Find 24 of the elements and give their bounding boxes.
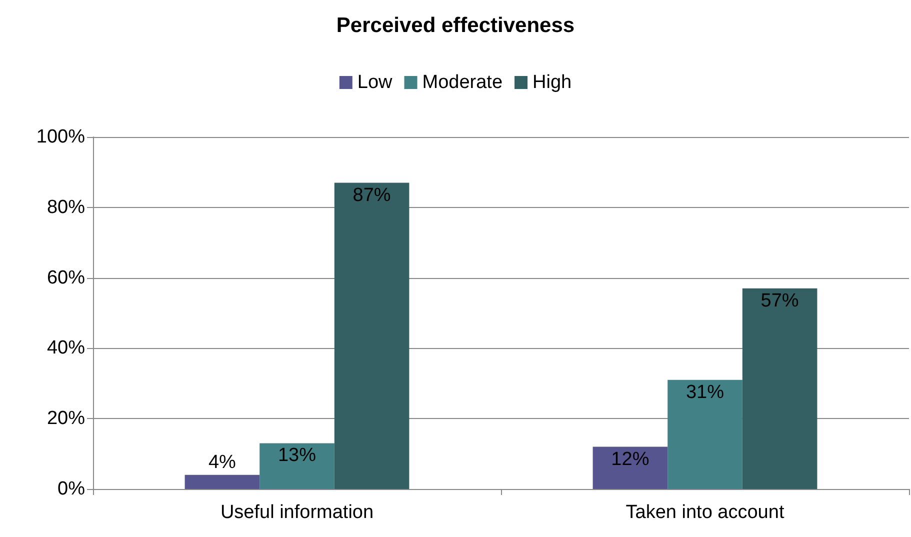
data-label: 12% xyxy=(611,448,650,470)
bar xyxy=(260,443,334,489)
y-tick-label: 100% xyxy=(36,126,86,148)
bar xyxy=(184,474,260,489)
legend-label: High xyxy=(532,72,572,93)
y-tick-label: 20% xyxy=(46,408,86,430)
x-tick-label: Useful information xyxy=(220,502,374,523)
bar xyxy=(668,380,742,489)
data-label: 4% xyxy=(208,452,236,473)
y-tick-label: 0% xyxy=(58,478,86,500)
legend-label: Low xyxy=(357,72,393,93)
data-label: 13% xyxy=(278,445,316,466)
y-tick-label: 60% xyxy=(46,267,86,288)
bar xyxy=(334,182,410,489)
y-tick-label: 40% xyxy=(46,338,86,359)
data-label: 87% xyxy=(352,184,391,206)
data-label: 31% xyxy=(686,382,724,403)
bar xyxy=(592,446,668,489)
y-tick-label: 80% xyxy=(46,196,86,218)
x-tick-label: Taken into account xyxy=(626,502,785,523)
legend-label: Moderate xyxy=(422,72,503,93)
bar xyxy=(742,288,818,489)
data-label: 57% xyxy=(760,290,799,312)
chart-title: Perceived effectiveness xyxy=(336,14,575,37)
